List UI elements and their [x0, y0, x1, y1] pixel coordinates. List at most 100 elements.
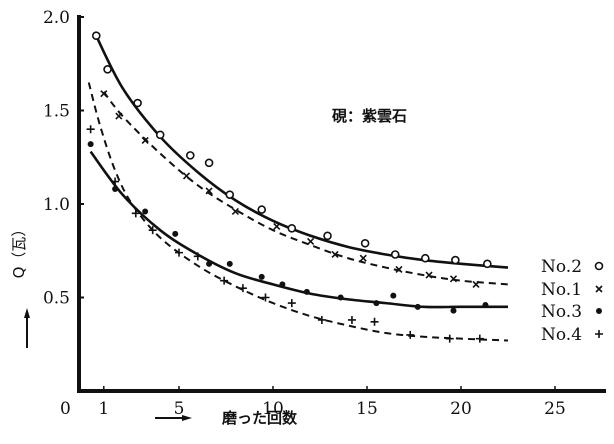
circle-marker: [594, 261, 604, 271]
origin-label: 0: [60, 399, 71, 419]
series-no2: [91, 31, 509, 269]
circle-marker: [204, 158, 214, 168]
dot-marker: [206, 260, 213, 267]
x-marker: [307, 237, 315, 245]
dot-marker: [112, 186, 119, 193]
legend-label: No.4: [541, 325, 582, 345]
x-marker: [425, 271, 433, 279]
circle-marker: [420, 253, 430, 263]
x-tick-label: 5: [174, 399, 185, 419]
x-ticks: 1 5 10 15 20 25: [98, 386, 566, 419]
plot-area: [86, 31, 509, 343]
fit-curve: [103, 91, 509, 286]
legend-item: No.4: [541, 325, 603, 345]
fit-curve: [87, 82, 509, 342]
plus-marker: [347, 315, 356, 324]
legend: No.2 No.1No.3 No.4: [541, 257, 604, 345]
x-marker: [449, 275, 458, 283]
plus-marker: [595, 330, 603, 338]
legend-item: No.1: [541, 280, 603, 300]
legend-label: No.3: [541, 302, 582, 322]
y-tick-label: 2.0: [43, 8, 70, 28]
x-marker: [595, 285, 603, 293]
dot-marker: [226, 260, 233, 267]
y-tick-label: 1.5: [43, 102, 70, 122]
circle-marker: [133, 98, 142, 108]
legend-label: No.2: [541, 257, 582, 277]
plus-marker: [148, 226, 157, 235]
plus-marker: [193, 252, 202, 261]
circle-marker: [483, 259, 492, 269]
x-marker: [395, 265, 403, 274]
plus-marker: [370, 317, 379, 326]
x-tick-label: 10: [262, 399, 284, 419]
circle-marker: [360, 238, 370, 248]
x-marker: [472, 280, 480, 288]
x-tick-label: 15: [356, 399, 378, 419]
plus-marker: [287, 299, 296, 308]
dot-marker: [596, 308, 602, 314]
dot-marker: [279, 281, 286, 288]
dot-marker: [172, 230, 179, 237]
circle-marker: [103, 65, 112, 74]
axes: [77, 15, 606, 393]
series-no4: [86, 82, 509, 343]
dot-marker: [373, 300, 380, 307]
fit-curve: [89, 150, 508, 309]
x-tick-label: 1: [98, 399, 109, 419]
x-marker: [205, 187, 213, 195]
circle-marker: [257, 205, 267, 214]
x-axis-label: 磨った回数: [221, 409, 298, 427]
plus-marker: [261, 293, 270, 302]
circle-marker: [91, 31, 101, 41]
y-ticks: 0.5 1.0 1.5 2.0: [43, 8, 84, 309]
circle-marker: [390, 250, 400, 259]
right-arrow-icon: [155, 415, 192, 421]
x-marker: [231, 207, 239, 216]
x-marker: [182, 172, 191, 180]
circle-marker: [225, 190, 235, 199]
dot-marker: [337, 294, 344, 301]
circle-marker: [155, 130, 165, 140]
dot-marker: [258, 273, 265, 280]
dot-marker: [450, 307, 457, 314]
legend-item: No.2: [541, 257, 604, 277]
annotation-label: 硯：紫雲石: [331, 107, 407, 125]
x-marker: [141, 136, 149, 144]
x-tick-label: 20: [450, 399, 472, 419]
series-no3: [87, 141, 508, 314]
dot-marker: [390, 292, 397, 299]
y-axis-label: Q（瓦）: [10, 222, 28, 279]
plus-marker: [111, 177, 120, 186]
dot-marker: [142, 208, 149, 215]
plus-marker: [175, 248, 183, 257]
circle-marker: [451, 255, 460, 265]
up-arrow-icon: [24, 308, 30, 348]
plus-marker: [445, 334, 454, 343]
y-tick-label: 1.0: [43, 195, 70, 215]
dot-marker: [303, 288, 310, 295]
legend-label: No.1: [541, 280, 582, 300]
x-marker: [331, 250, 339, 259]
x-marker: [359, 254, 367, 262]
plus-marker: [86, 125, 95, 134]
plus-marker: [406, 330, 415, 339]
plus-marker: [475, 334, 484, 343]
plus-marker: [317, 315, 326, 324]
plus-marker: [238, 284, 247, 293]
x-marker: [115, 112, 123, 120]
y-tick-label: 0.5: [43, 289, 70, 309]
dot-marker: [482, 301, 489, 308]
dot-marker: [414, 303, 421, 310]
series-no1: [100, 90, 509, 288]
x-marker: [273, 222, 281, 231]
circle-marker: [185, 151, 195, 160]
x-tick-label: 25: [544, 399, 566, 419]
circle-marker: [323, 231, 332, 241]
x-marker: [100, 90, 108, 98]
circle-marker: [287, 224, 297, 233]
plus-marker: [131, 209, 140, 218]
legend-item: No.3: [541, 302, 602, 322]
dot-marker: [87, 141, 94, 148]
